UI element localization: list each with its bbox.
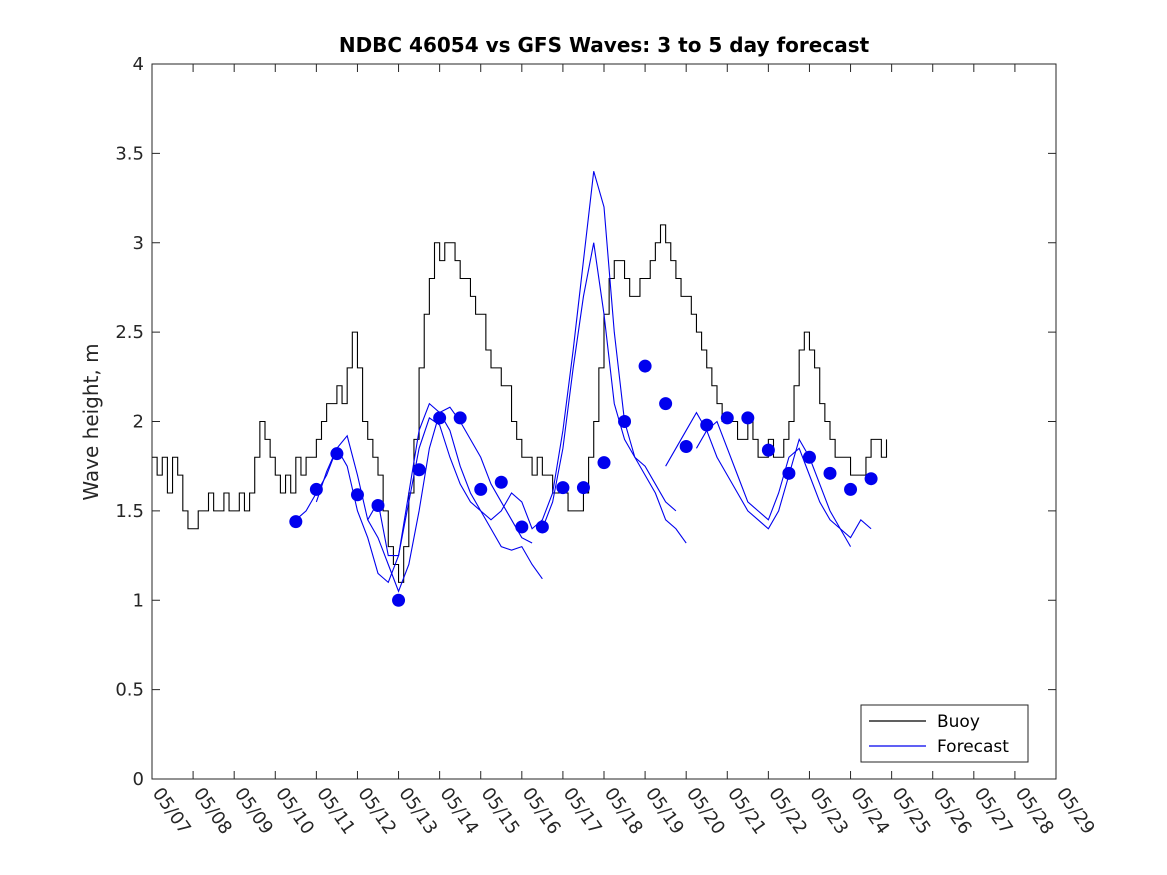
- x-tick-label: 05/08: [189, 784, 236, 839]
- forecast-point: [679, 440, 693, 454]
- legend-entry-buoy: Buoy: [937, 712, 980, 732]
- x-tick-label: 05/13: [394, 784, 441, 839]
- forecast-point: [576, 481, 590, 495]
- forecast-point: [412, 463, 426, 477]
- x-tick-label: 05/25: [888, 784, 935, 839]
- forecast-point: [350, 488, 364, 502]
- forecast-point: [289, 515, 303, 529]
- forecast-point: [453, 411, 467, 425]
- y-tick-label: 0: [133, 769, 144, 790]
- y-tick-label: 3: [133, 233, 144, 254]
- forecast-point: [844, 482, 858, 496]
- forecast-point: [741, 411, 755, 425]
- x-tick-label: 05/24: [846, 784, 893, 839]
- y-tick-label: 4: [133, 54, 144, 75]
- x-tick-label: 05/16: [518, 784, 565, 839]
- x-tick-label: 05/11: [312, 784, 359, 839]
- y-tick-label: 3.5: [115, 143, 144, 164]
- forecast-point: [535, 520, 549, 534]
- x-tick-label: 05/29: [1052, 784, 1099, 839]
- legend-entry-forecast: Forecast: [937, 737, 1009, 757]
- buoy-series-line: [152, 224, 888, 583]
- x-tick-label: 05/17: [559, 784, 606, 839]
- x-tick-label: 05/23: [805, 784, 852, 839]
- forecast-point: [618, 415, 632, 428]
- forecast-point: [433, 411, 447, 425]
- y-axis-label: Wave height, m: [79, 343, 103, 500]
- chart-title: NDBC 46054 vs GFS Waves: 3 to 5 day fore…: [339, 33, 870, 57]
- forecast-point: [474, 482, 488, 496]
- forecast-point: [597, 456, 611, 470]
- forecast-point: [556, 481, 570, 495]
- axes-box: [151, 63, 1057, 780]
- x-tick-label: 05/21: [723, 784, 770, 839]
- y-tick-label: 0.5: [115, 680, 144, 701]
- forecast-point: [700, 418, 714, 432]
- forecast-point: [864, 472, 878, 486]
- y-tick-label: 1.5: [115, 501, 144, 522]
- x-tick-label: 05/12: [353, 784, 400, 839]
- forecast-point: [638, 359, 652, 373]
- forecast-point: [309, 482, 323, 496]
- forecast-line-4: [541, 242, 687, 544]
- x-tick-label: 05/22: [764, 784, 811, 839]
- y-tick-label: 2: [133, 412, 144, 433]
- y-tick-label: 2.5: [115, 322, 144, 343]
- forecast-point: [782, 466, 796, 480]
- x-tick-label: 05/27: [970, 784, 1017, 839]
- forecast-point: [330, 447, 344, 461]
- x-tick-label: 05/09: [230, 784, 277, 839]
- legend-box: [860, 704, 1029, 763]
- y-tick-label: 1: [133, 590, 144, 611]
- x-tick-label: 05/07: [148, 784, 195, 839]
- forecast-point: [761, 443, 775, 457]
- x-tick-label: 05/28: [1011, 784, 1058, 839]
- forecast-point: [823, 466, 837, 480]
- x-tick-label: 05/14: [436, 784, 483, 839]
- forecast-point: [515, 520, 529, 534]
- forecast-point: [802, 450, 816, 464]
- y-axis-ticks: 0 0.5 1 1.5 2 2.5 3 3.5 4: [115, 54, 1056, 790]
- x-tick-label: 05/19: [641, 784, 688, 839]
- forecast-point: [720, 411, 734, 425]
- x-tick-label: 05/26: [929, 784, 976, 839]
- forecast-point: [371, 499, 385, 513]
- x-tick-label: 05/18: [600, 784, 647, 839]
- legend: Buoy Forecast: [860, 704, 1029, 763]
- plot-area: [151, 63, 1057, 780]
- forecast-point: [494, 475, 508, 489]
- x-tick-label: 05/20: [682, 784, 729, 839]
- forecast-line-5: [665, 411, 852, 547]
- forecast-point: [392, 593, 406, 607]
- x-tick-label: 05/15: [477, 784, 524, 839]
- x-tick-label: 05/10: [271, 784, 318, 839]
- forecast-point: [659, 397, 673, 411]
